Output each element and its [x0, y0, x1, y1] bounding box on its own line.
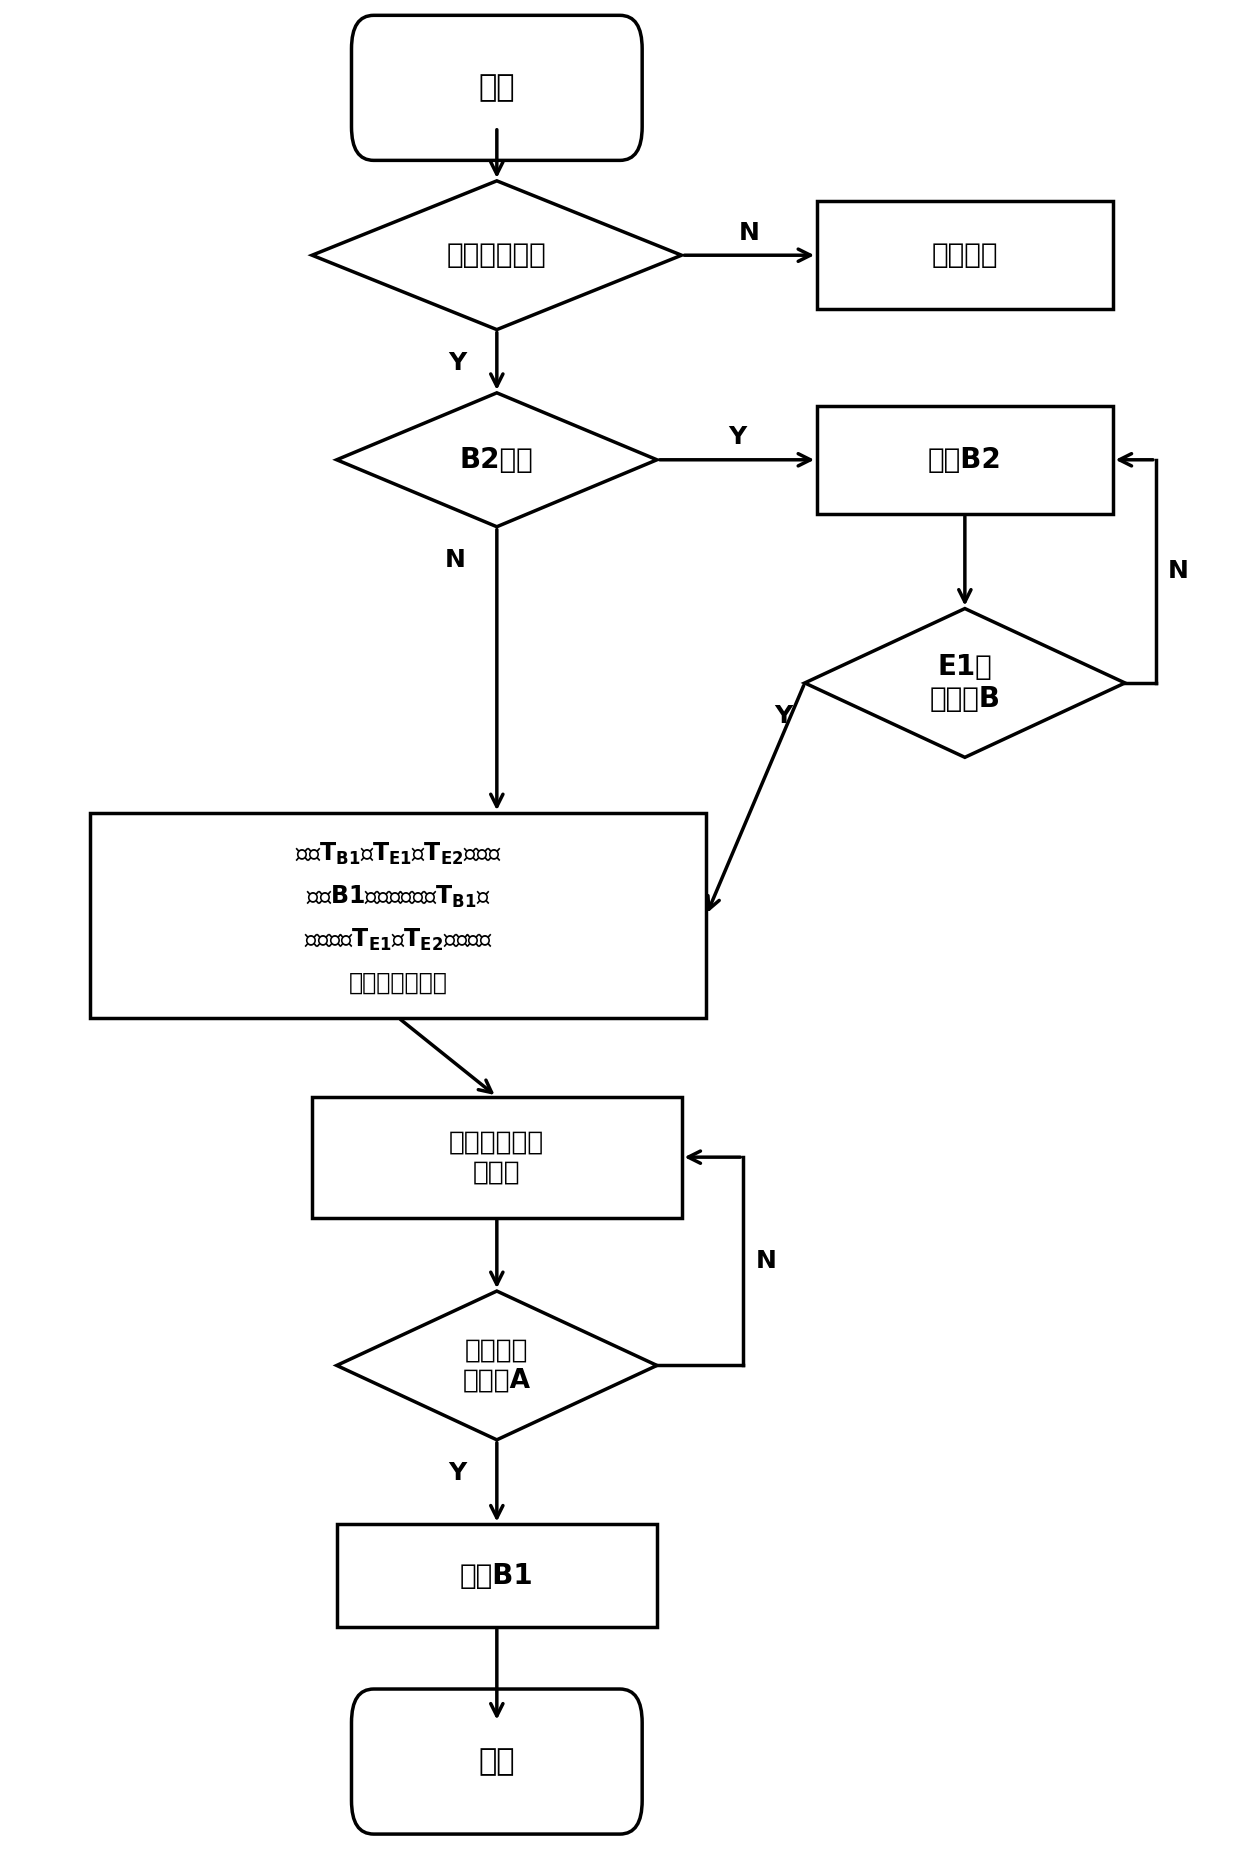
Text: Y: Y [448, 351, 466, 375]
Text: Y: Y [728, 426, 746, 450]
Text: Y: Y [774, 704, 792, 729]
Text: 发动机转
速小于A: 发动机转 速小于A [463, 1337, 531, 1394]
Text: Y: Y [448, 1461, 466, 1485]
Text: 计算$\mathregular{T_{B1}}$、$\mathregular{T_{E1}}$和$\mathregular{T_{E2}}$，之后: 计算$\mathregular{T_{B1}}$、$\mathregular{T… [295, 841, 502, 867]
Bar [817, 202, 1112, 308]
Text: 结束: 结束 [479, 1747, 515, 1776]
Text: B2锁止: B2锁止 [460, 446, 533, 474]
Polygon shape [805, 609, 1125, 757]
Text: 混动模式: 混动模式 [931, 241, 998, 269]
Polygon shape [312, 181, 682, 329]
Bar [817, 405, 1112, 514]
Text: E1转
速大于B: E1转 速大于B [929, 652, 1001, 714]
Bar [312, 1097, 682, 1218]
Text: N: N [1168, 559, 1189, 583]
Text: 同时发送$\mathregular{T_{E1}}$和$\mathregular{T_{E2}}$给相对应: 同时发送$\mathregular{T_{E1}}$和$\mathregular… [304, 927, 492, 953]
Polygon shape [337, 392, 657, 527]
Text: 打开B2: 打开B2 [928, 446, 1002, 474]
Text: 锁止B1: 锁止B1 [460, 1562, 533, 1590]
Text: 控制B1制动扭矩达到$\mathregular{T_{B1}}$，: 控制B1制动扭矩达到$\mathregular{T_{B1}}$， [306, 884, 491, 910]
Text: N: N [739, 220, 760, 245]
Text: N: N [755, 1250, 776, 1274]
Bar [337, 1524, 657, 1627]
FancyBboxPatch shape [351, 1689, 642, 1834]
Polygon shape [337, 1291, 657, 1440]
Text: 开始: 开始 [479, 73, 515, 103]
FancyBboxPatch shape [351, 15, 642, 161]
Text: 满足停机条件: 满足停机条件 [446, 241, 547, 269]
Text: 控制器控制执行: 控制器控制执行 [348, 971, 448, 996]
Text: 发动机进入熄
火过程: 发动机进入熄 火过程 [449, 1128, 544, 1184]
Bar [91, 813, 707, 1018]
Text: N: N [445, 547, 466, 572]
